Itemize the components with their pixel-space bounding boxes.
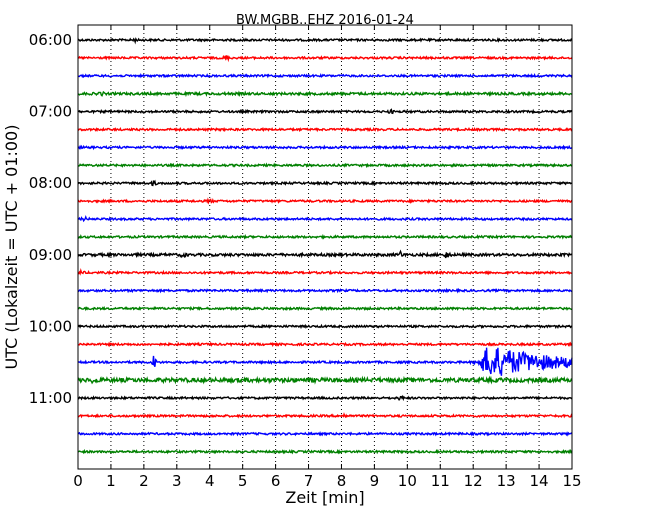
x-tick-label: 13 [497,472,516,490]
trace-line [78,305,573,312]
trace-line [77,412,573,419]
x-tick-label: 11 [431,472,450,490]
grid-layer [110,25,540,469]
y-tick-label: 10:00 [29,317,72,335]
trace-line [77,448,573,455]
trace-line [77,162,573,169]
x-tick-label: 14 [530,472,549,490]
trace-line [77,108,573,115]
x-tick-label: 1 [106,472,116,490]
y-tick-label: 11:00 [29,389,72,407]
trace-line [77,37,573,45]
trace-line [77,126,573,133]
chart-title: BW.MGBB..EHZ 2016-01-24 [236,13,414,28]
tick-layer: 0 1 2 3 4 5 6 7 8 9 10 11 12 13 14 1506:0007:0008:0009:… [29,25,582,490]
x-tick-label: 2 [139,472,149,490]
trace-line [77,72,573,79]
y-tick-label: 06:00 [29,31,72,49]
x-axis-label: Zeit [min] [285,488,364,507]
trace-line [77,287,573,294]
x-tick-label: 0 [73,472,83,490]
trace-line [77,394,573,402]
x-tick-label: 4 [205,472,215,490]
x-tick-label: 8 [337,472,347,490]
trace-line [77,375,573,385]
x-tick-label: 6 [271,472,281,490]
x-tick-label: 5 [238,472,248,490]
trace-line [77,197,573,205]
x-tick-label: 15 [562,472,581,490]
x-tick-label: 3 [172,472,182,490]
x-tick-label: 10 [398,472,417,490]
x-tick-label: 7 [304,472,314,490]
trace-line [77,323,573,330]
trace-line [77,179,573,187]
trace-line [77,144,573,151]
trace-line [77,268,573,276]
trace-line [77,233,573,240]
y-tick-label: 07:00 [29,103,72,121]
y-axis-label: UTC (Lokalzeit = UTC + 01:00) [2,125,21,370]
trace-line [77,54,573,63]
trace-line [77,214,573,223]
trace-line [77,90,573,98]
trace-line [77,341,573,348]
x-tick-label: 9 [370,472,380,490]
trace-layer [77,37,573,455]
y-tick-label: 08:00 [29,174,72,192]
trace-line [77,249,573,259]
y-tick-label: 09:00 [29,246,72,264]
x-tick-label: 12 [464,472,483,490]
plot-frame [77,24,573,470]
trace-line [77,347,573,376]
trace-line [77,431,573,437]
